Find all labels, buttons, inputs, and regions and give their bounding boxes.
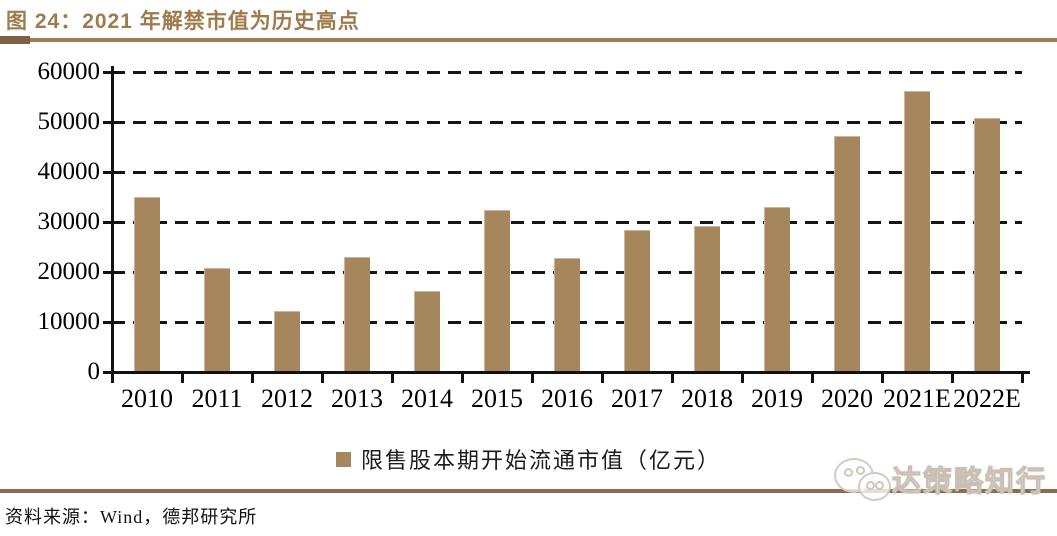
x-axis-label-2022E: 2022E bbox=[953, 384, 1021, 413]
bar-2011 bbox=[204, 268, 230, 372]
bar-2016 bbox=[554, 257, 580, 372]
bar-2013 bbox=[344, 257, 370, 372]
figure-title: 图 24：2021 年解禁市值为历史高点 bbox=[6, 10, 360, 33]
y-axis-label-10000: 10000 bbox=[37, 308, 101, 335]
y-axis-label-0: 0 bbox=[87, 358, 101, 385]
gridline-50000 bbox=[112, 120, 1022, 124]
bar-2012 bbox=[274, 311, 300, 372]
bar-2015 bbox=[484, 209, 510, 372]
x-axis-label-2011: 2011 bbox=[191, 384, 243, 413]
title-rule-cap bbox=[0, 36, 30, 44]
legend-swatch-icon bbox=[335, 451, 351, 467]
y-axis-label-60000: 60000 bbox=[37, 58, 101, 85]
x-axis-label-2014: 2014 bbox=[401, 384, 453, 413]
x-axis-label-2016: 2016 bbox=[541, 384, 593, 413]
watermark-text: 达策略知行 bbox=[891, 466, 1048, 499]
gridline-40000 bbox=[112, 170, 1022, 174]
x-tick-4 bbox=[390, 372, 394, 383]
x-tick-10 bbox=[810, 372, 814, 383]
bar-2010 bbox=[134, 196, 160, 372]
bar-2019 bbox=[764, 206, 790, 372]
bar-2022E bbox=[974, 118, 1000, 372]
x-tick-12 bbox=[950, 372, 954, 383]
wechat-bubble-small bbox=[858, 472, 891, 501]
x-tick-11 bbox=[880, 372, 884, 383]
x-tick-5 bbox=[460, 372, 464, 383]
x-tick-end bbox=[1020, 372, 1024, 383]
x-tick-1 bbox=[180, 372, 184, 383]
x-tick-9 bbox=[740, 372, 744, 383]
x-axis-label-2015: 2015 bbox=[471, 384, 523, 413]
x-axis-label-2017: 2017 bbox=[611, 384, 663, 413]
x-axis-label-2019: 2019 bbox=[751, 384, 803, 413]
x-tick-8 bbox=[670, 372, 674, 383]
x-axis-label-2010: 2010 bbox=[121, 384, 173, 413]
x-tick-7 bbox=[600, 372, 604, 383]
x-axis-label-2018: 2018 bbox=[681, 384, 733, 413]
x-tick-2 bbox=[250, 372, 254, 383]
legend-label: 限售股本期开始流通市值（亿元） bbox=[360, 448, 721, 473]
wechat-icon bbox=[832, 452, 892, 506]
y-axis-label-30000: 30000 bbox=[37, 208, 101, 235]
y-axis-line bbox=[110, 66, 114, 375]
x-axis-label-2020: 2020 bbox=[821, 384, 873, 413]
x-axis-line bbox=[103, 371, 1030, 374]
x-axis-label-2012: 2012 bbox=[261, 384, 313, 413]
x-axis-label-2021E: 2021E bbox=[883, 384, 951, 413]
watermark: 达策略知行 bbox=[832, 452, 1047, 506]
x-tick-0 bbox=[110, 372, 114, 383]
y-axis-label-50000: 50000 bbox=[37, 108, 101, 135]
bar-2014 bbox=[414, 291, 440, 372]
x-tick-3 bbox=[320, 372, 324, 383]
y-axis-label-40000: 40000 bbox=[37, 158, 101, 185]
y-axis-label-20000: 20000 bbox=[37, 258, 101, 285]
legend: 限售股本期开始流通市值（亿元） bbox=[0, 443, 1057, 475]
bar-2017 bbox=[624, 230, 650, 372]
x-tick-6 bbox=[530, 372, 534, 383]
bar-2020 bbox=[834, 135, 860, 372]
bar-2018 bbox=[694, 225, 720, 372]
footer-rule bbox=[0, 489, 1057, 493]
gridline-60000 bbox=[112, 70, 1022, 74]
x-axis-label-2013: 2013 bbox=[331, 384, 383, 413]
source-note: 资料来源：Wind，德邦研究所 bbox=[5, 507, 258, 527]
gridline-30000 bbox=[112, 220, 1022, 224]
title-rule bbox=[0, 36, 1057, 44]
bar-2021E bbox=[904, 91, 930, 372]
